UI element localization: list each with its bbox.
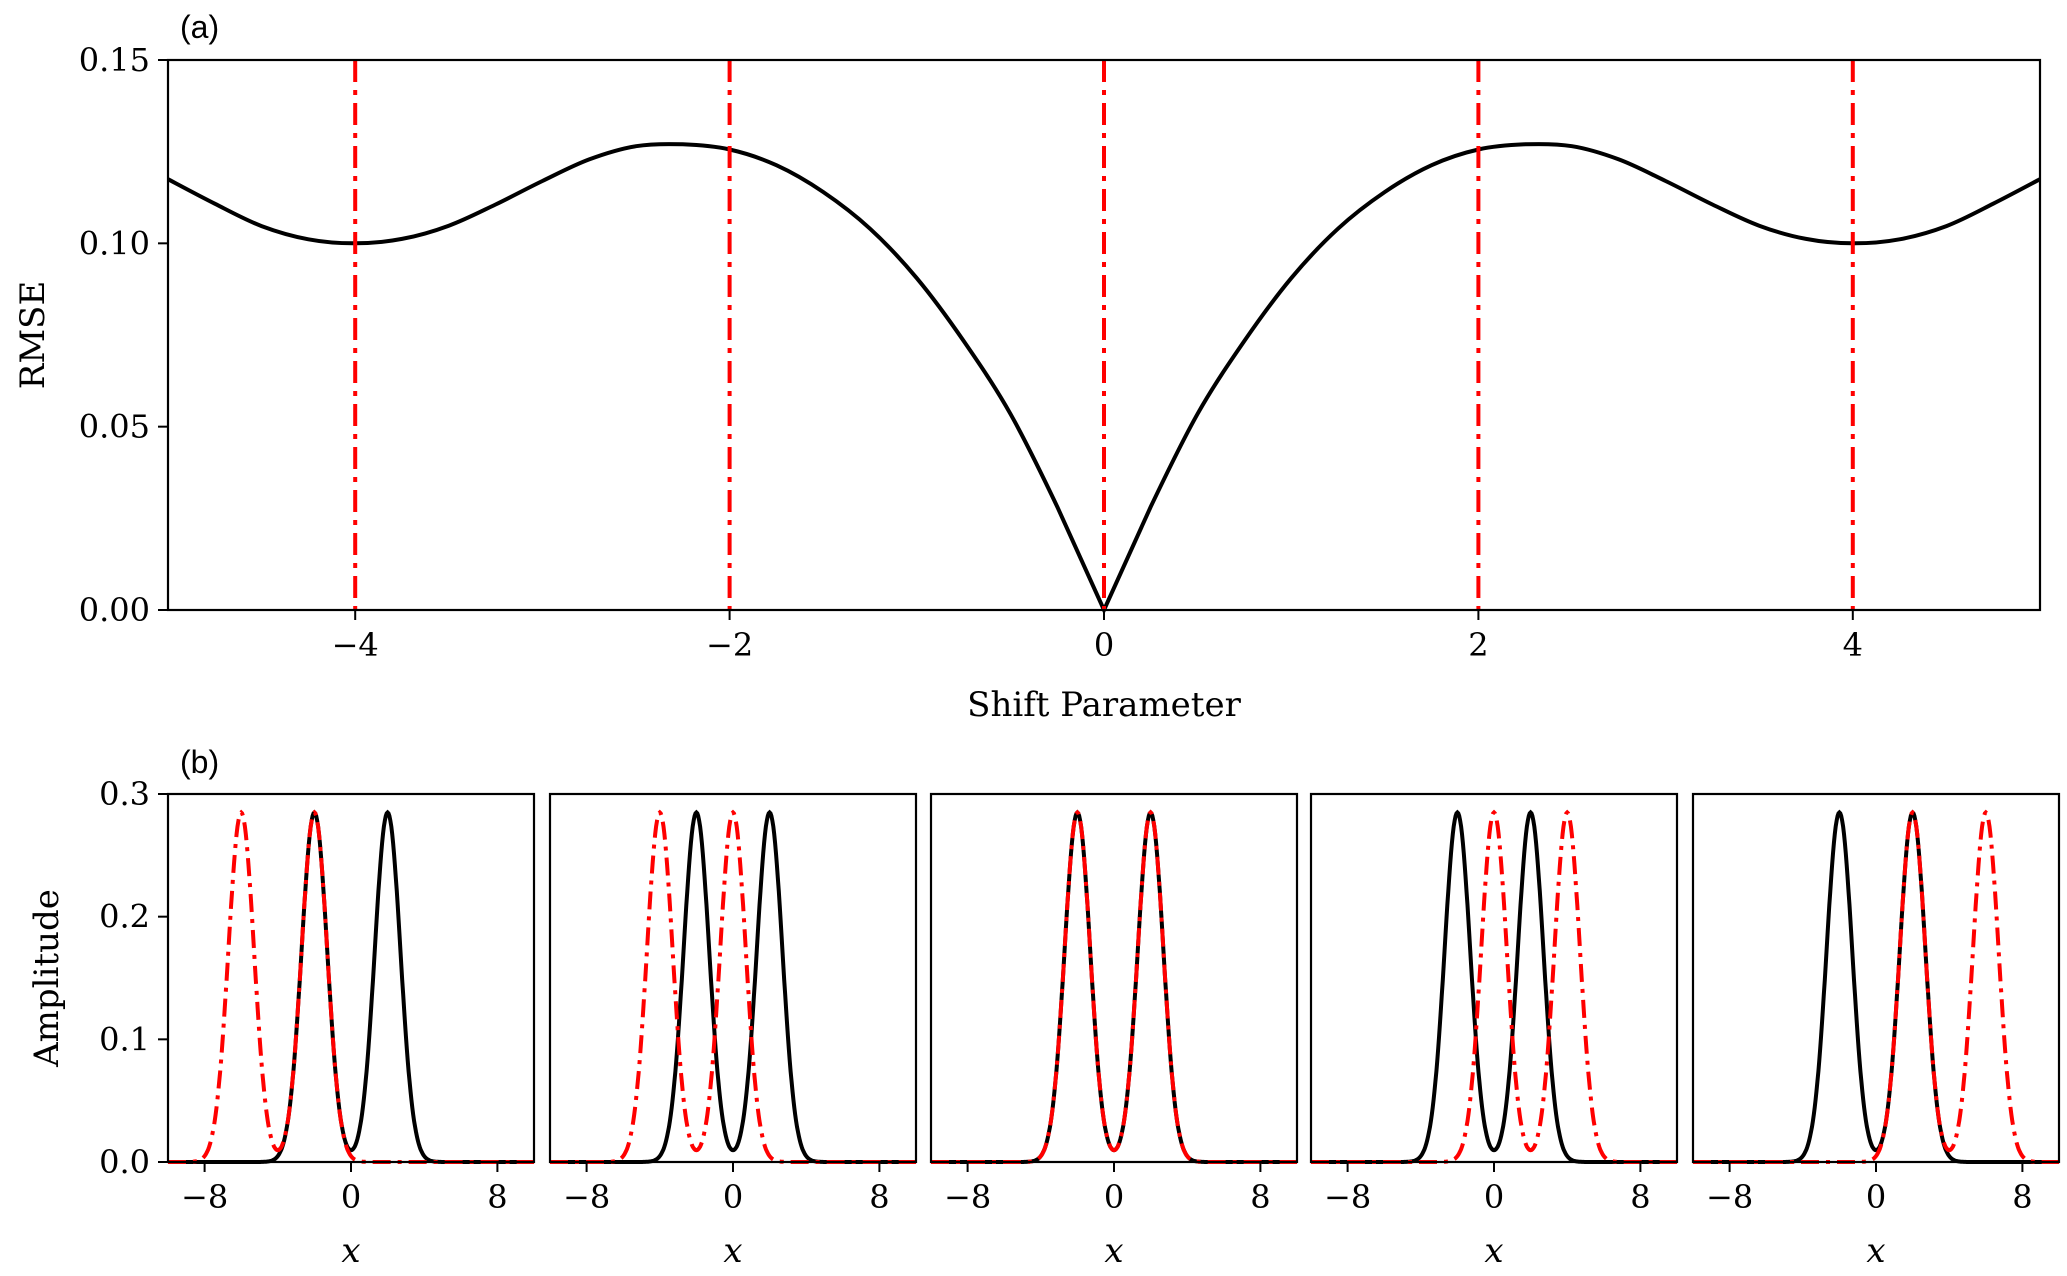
subplot-shift--4: −8 0 8 x 0.0 0.1 0.2 0.3: [99, 775, 536, 1271]
panel-b-subplots: −8 0 8 x 0.0 0.1 0.2 0.3 −8 0 8 x −8 0 8 x −8 0 8 x −8 0 8 x: [99, 775, 2061, 1271]
x-tick-label: −8: [944, 1178, 991, 1216]
y-tick-label: 0.05: [79, 408, 150, 446]
x-axis-label: x: [1104, 1231, 1123, 1271]
panel-a-rmse-chart: (a) −4 −2 0 2 4 0.00 0.05 0.10 0.15 Shift Param…: [13, 9, 2042, 725]
y-tick-label: 0.1: [99, 1020, 150, 1058]
x-tick-label: −8: [563, 1178, 610, 1216]
x-axis-label: x: [1484, 1231, 1503, 1271]
reference-curve: [550, 809, 916, 1164]
x-tick-label: 4: [1843, 626, 1863, 664]
shifted-curve: [1311, 809, 1677, 1164]
x-tick-label: 8: [487, 1178, 507, 1216]
shifted-curve: [550, 809, 916, 1164]
y-tick-label: 0.00: [79, 591, 150, 629]
subplot-frame: [1309, 792, 1679, 1164]
x-tick-label: 0: [723, 1178, 743, 1216]
reference-curve: [168, 809, 534, 1164]
x-tick-label: 8: [1630, 1178, 1650, 1216]
x-axis-label: x: [341, 1231, 360, 1271]
x-tick-label: −8: [1706, 1178, 1753, 1216]
x-tick-label: 0: [1104, 1178, 1124, 1216]
subplot-shift--2: −8 0 8 x: [548, 792, 918, 1271]
reference-curve: [1693, 809, 2059, 1164]
panel-b-amplitude-charts: (b) Amplitude −8 0 8 x 0.0 0.1 0.2 0.3 −8 0 8 x −8 0 8…: [27, 744, 2061, 1271]
x-tick-label: 0: [341, 1178, 361, 1216]
panel-a-label: (a): [180, 9, 219, 45]
y-tick-label: 0.15: [79, 41, 150, 79]
y-tick-label: 0.10: [79, 224, 150, 262]
reference-curve: [931, 809, 1297, 1164]
subplot-shift-2: −8 0 8 x: [1309, 792, 1679, 1271]
subplot-frame: [1691, 792, 2061, 1164]
panel-a-x-ticks: −4 −2 0 2 4: [332, 610, 1863, 664]
x-axis-label: x: [1866, 1231, 1885, 1271]
y-tick-label: 0.3: [99, 775, 150, 813]
x-tick-label: 8: [1250, 1178, 1270, 1216]
panel-b-y-axis-label: Amplitude: [27, 889, 67, 1068]
y-tick-label: 0.0: [99, 1143, 150, 1181]
x-tick-label: −2: [706, 626, 753, 664]
x-tick-label: 0: [1484, 1178, 1504, 1216]
shifted-curve: [168, 809, 534, 1164]
subplot-frame: [929, 792, 1299, 1164]
x-tick-label: 0: [1866, 1178, 1886, 1216]
panel-a-y-axis-label: RMSE: [13, 281, 53, 390]
subplot-frame: [548, 792, 918, 1164]
x-tick-label: 8: [869, 1178, 889, 1216]
panel-b-label: (b): [180, 744, 219, 780]
x-tick-label: 0: [1094, 626, 1114, 664]
shifted-curve: [1693, 809, 2059, 1164]
x-axis-label: x: [723, 1231, 742, 1271]
x-tick-label: 2: [1468, 626, 1488, 664]
x-tick-label: 8: [2012, 1178, 2032, 1216]
x-tick-label: −8: [181, 1178, 228, 1216]
x-tick-label: −8: [1324, 1178, 1371, 1216]
shifted-curve: [931, 809, 1297, 1164]
subplot-frame: [166, 792, 536, 1164]
reference-curve: [1311, 809, 1677, 1164]
y-tick-label: 0.2: [99, 898, 150, 936]
shift-vlines: [353, 60, 1855, 610]
panel-a-y-ticks: 0.00 0.05 0.10 0.15: [79, 41, 168, 629]
x-tick-label: −4: [332, 626, 379, 664]
subplot-shift-0: −8 0 8 x: [929, 792, 1299, 1271]
panel-a-x-axis-label: Shift Parameter: [967, 685, 1241, 725]
subplot-shift-4: −8 0 8 x: [1691, 792, 2061, 1271]
